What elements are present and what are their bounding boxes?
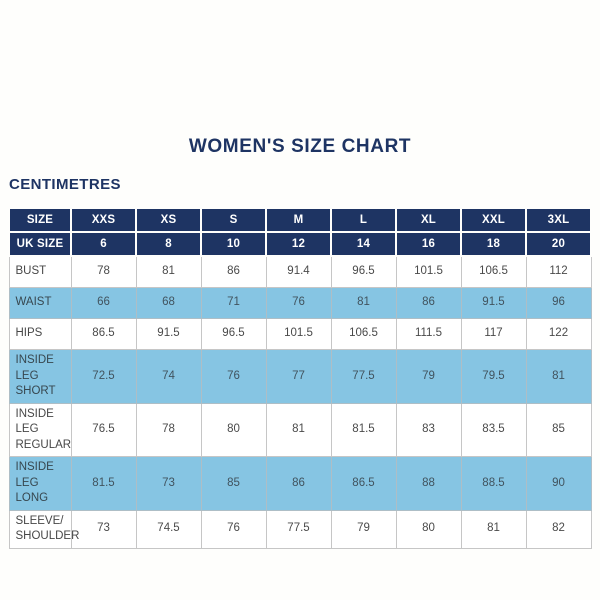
value-cell: 76: [200, 349, 267, 404]
value-cell: 79: [395, 349, 462, 404]
row-label-inside-leg-long: INSIDE LEG LONG: [8, 456, 72, 511]
value-cell: 81: [265, 402, 332, 458]
value-cell: 91.5: [460, 287, 527, 319]
table-row-inside-leg-short: INSIDE LEG SHORT 72.5 74 76 77 77.5 79 7…: [8, 349, 592, 404]
value-cell: 106.5: [330, 318, 397, 350]
size-header-row: SIZE XXS XS S M L XL XXL 3XL: [8, 207, 592, 233]
row-label-waist: WAIST: [8, 287, 72, 319]
value-cell: 101.5: [395, 255, 462, 288]
value-cell: 79.5: [460, 349, 527, 404]
table-row-inside-leg-regular: INSIDE LEG REGULAR 76.5 78 80 81 81.5 83…: [8, 402, 592, 458]
value-cell: 117: [460, 318, 527, 350]
column-header-xl: XL: [395, 207, 462, 233]
value-cell: 80: [395, 509, 462, 549]
table-row-waist: WAIST 66 68 71 76 81 86 91.5 96: [8, 287, 592, 319]
value-cell: 77.5: [330, 349, 397, 404]
table-row-bust: BUST 78 81 86 91.4 96.5 101.5 106.5 112: [8, 255, 592, 288]
value-cell: 85: [200, 456, 267, 511]
value-cell: 101.5: [265, 318, 332, 350]
table-row-inside-leg-long: INSIDE LEG LONG 81.5 73 85 86 86.5 88 88…: [8, 456, 592, 511]
uk-size-cell: 20: [525, 231, 592, 257]
value-cell: 81: [330, 287, 397, 319]
uk-size-cell: 16: [395, 231, 462, 257]
value-cell: 91.5: [135, 318, 202, 350]
column-header-xs: XS: [135, 207, 202, 233]
uk-size-cell: 14: [330, 231, 397, 257]
value-cell: 88.5: [460, 456, 527, 511]
value-cell: 74: [135, 349, 202, 404]
value-cell: 86: [395, 287, 462, 319]
row-label-sleeve-shoulder: SLEEVE/ SHOULDER: [8, 509, 79, 549]
uk-size-cell: 10: [200, 231, 267, 257]
column-header-s: S: [200, 207, 267, 233]
value-cell: 73: [70, 509, 137, 549]
value-cell: 82: [525, 509, 592, 549]
value-cell: 76: [265, 287, 332, 319]
value-cell: 86.5: [70, 318, 137, 350]
uk-size-header-row: UK SIZE 6 8 10 12 14 16 18 20: [8, 231, 592, 257]
value-cell: 73: [135, 456, 202, 511]
value-cell: 81.5: [330, 402, 397, 458]
value-cell: 86: [200, 255, 267, 288]
value-cell: 90: [525, 456, 592, 511]
size-chart-table: SIZE XXS XS S M L XL XXL 3XL UK SIZE 6 8…: [8, 207, 592, 549]
row-label-bust: BUST: [8, 255, 72, 288]
value-cell: 96: [525, 287, 592, 319]
table-header: SIZE XXS XS S M L XL XXL 3XL UK SIZE 6 8…: [8, 207, 592, 257]
value-cell: 66: [70, 287, 137, 319]
uk-size-cell: 6: [70, 231, 137, 257]
value-cell: 85: [525, 402, 592, 458]
value-cell: 80: [200, 402, 267, 458]
value-cell: 91.4: [265, 255, 332, 288]
value-cell: 106.5: [460, 255, 527, 288]
value-cell: 76: [200, 509, 267, 549]
value-cell: 81: [135, 255, 202, 288]
row-label-hips: HIPS: [8, 318, 72, 350]
row-label-inside-leg-regular: INSIDE LEG REGULAR: [8, 402, 72, 458]
unit-label: CENTIMETRES: [9, 176, 121, 193]
value-cell: 77: [265, 349, 332, 404]
size-header-label: SIZE: [8, 207, 72, 233]
value-cell: 81: [460, 509, 527, 549]
value-cell: 83: [395, 402, 462, 458]
value-cell: 77.5: [265, 509, 332, 549]
value-cell: 68: [135, 287, 202, 319]
value-cell: 96.5: [200, 318, 267, 350]
value-cell: 122: [525, 318, 592, 350]
value-cell: 76.5: [70, 402, 137, 458]
value-cell: 111.5: [395, 318, 462, 350]
value-cell: 72.5: [70, 349, 137, 404]
column-header-3xl: 3XL: [525, 207, 592, 233]
value-cell: 71: [200, 287, 267, 319]
column-header-xxl: XXL: [460, 207, 527, 233]
value-cell: 86: [265, 456, 332, 511]
row-label-inside-leg-short: INSIDE LEG SHORT: [8, 349, 72, 404]
value-cell: 88: [395, 456, 462, 511]
uk-size-cell: 8: [135, 231, 202, 257]
column-header-xxs: XXS: [70, 207, 137, 233]
value-cell: 96.5: [330, 255, 397, 288]
uk-size-cell: 18: [460, 231, 527, 257]
value-cell: 81.5: [70, 456, 137, 511]
value-cell: 74.5: [135, 509, 202, 549]
value-cell: 112: [525, 255, 592, 288]
uk-size-header-label: UK SIZE: [8, 231, 72, 257]
value-cell: 78: [70, 255, 137, 288]
column-header-m: M: [265, 207, 332, 233]
value-cell: 79: [330, 509, 397, 549]
column-header-l: L: [330, 207, 397, 233]
value-cell: 78: [135, 402, 202, 458]
uk-size-cell: 12: [265, 231, 332, 257]
table-row-hips: HIPS 86.5 91.5 96.5 101.5 106.5 111.5 11…: [8, 318, 592, 350]
table-row-sleeve-shoulder: SLEEVE/ SHOULDER 73 74.5 76 77.5 79 80 8…: [8, 509, 592, 549]
value-cell: 83.5: [460, 402, 527, 458]
value-cell: 86.5: [330, 456, 397, 511]
page-title: WOMEN'S SIZE CHART: [188, 136, 412, 157]
value-cell: 81: [525, 349, 592, 404]
